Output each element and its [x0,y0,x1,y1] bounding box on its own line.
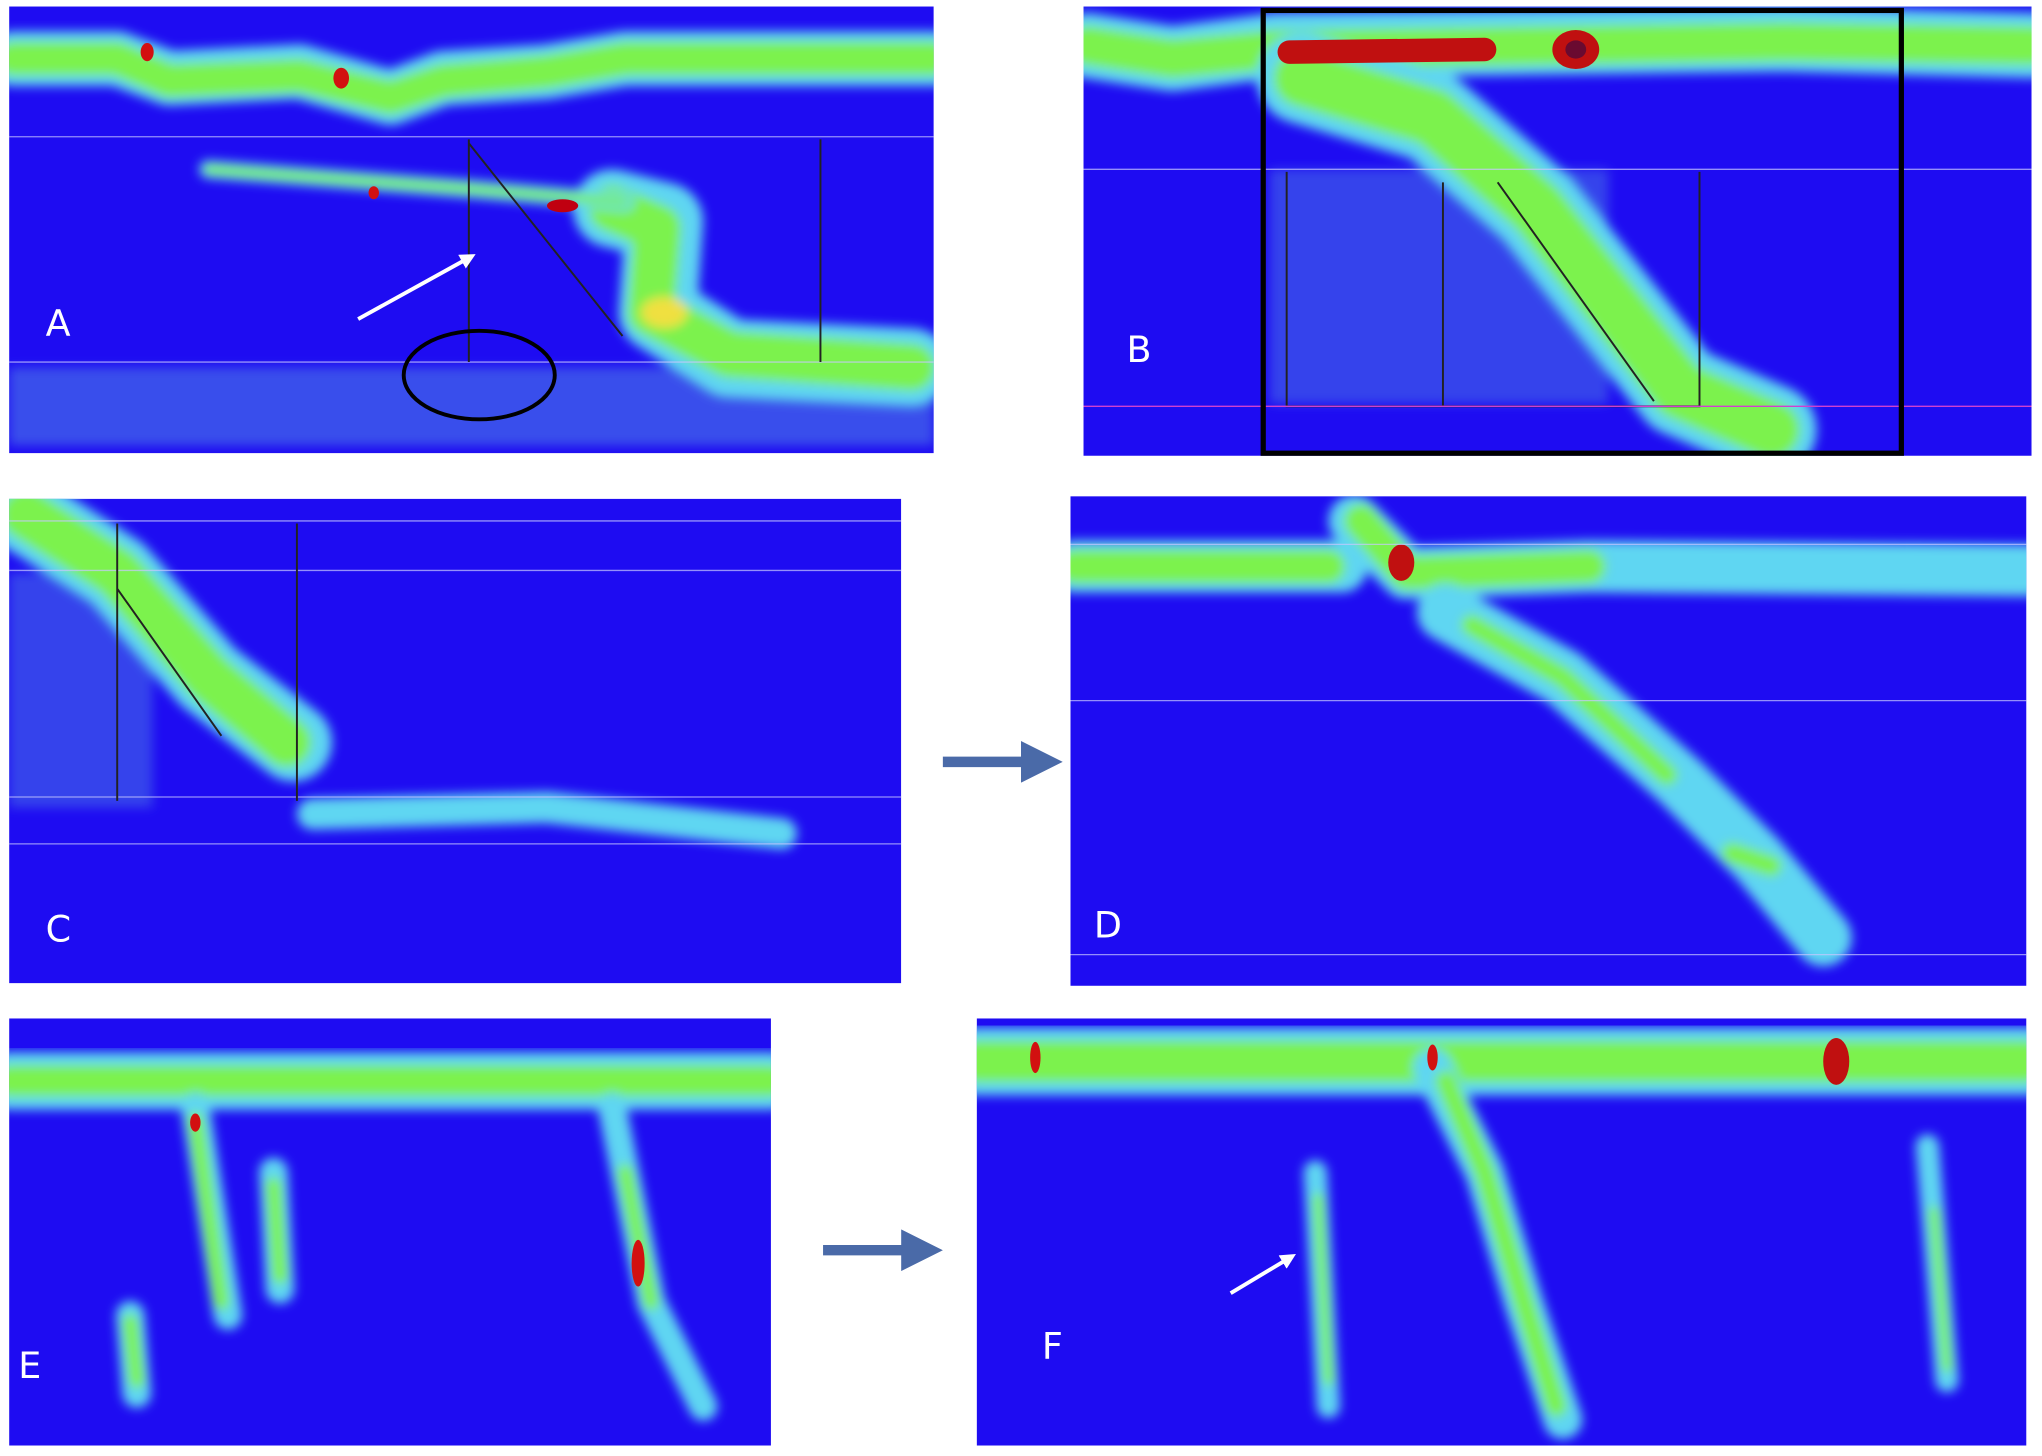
arrow [1229,1254,1296,1295]
arrow [357,254,476,321]
panel-label: D [1094,904,1122,947]
panel-b [1083,6,2032,456]
panel-label: A [46,302,71,345]
panel-label: B [1126,328,1151,371]
circle [401,328,557,422]
panel-c [9,498,902,984]
panel-a [9,6,934,454]
panel-d [1070,496,2027,986]
panel-f [976,1018,2027,1446]
panel-label: F [1042,1324,1063,1367]
panel-label: C [46,908,71,951]
panel-label: E [18,1344,41,1387]
highlight-box [1260,7,1904,456]
panel-e [9,1018,771,1446]
